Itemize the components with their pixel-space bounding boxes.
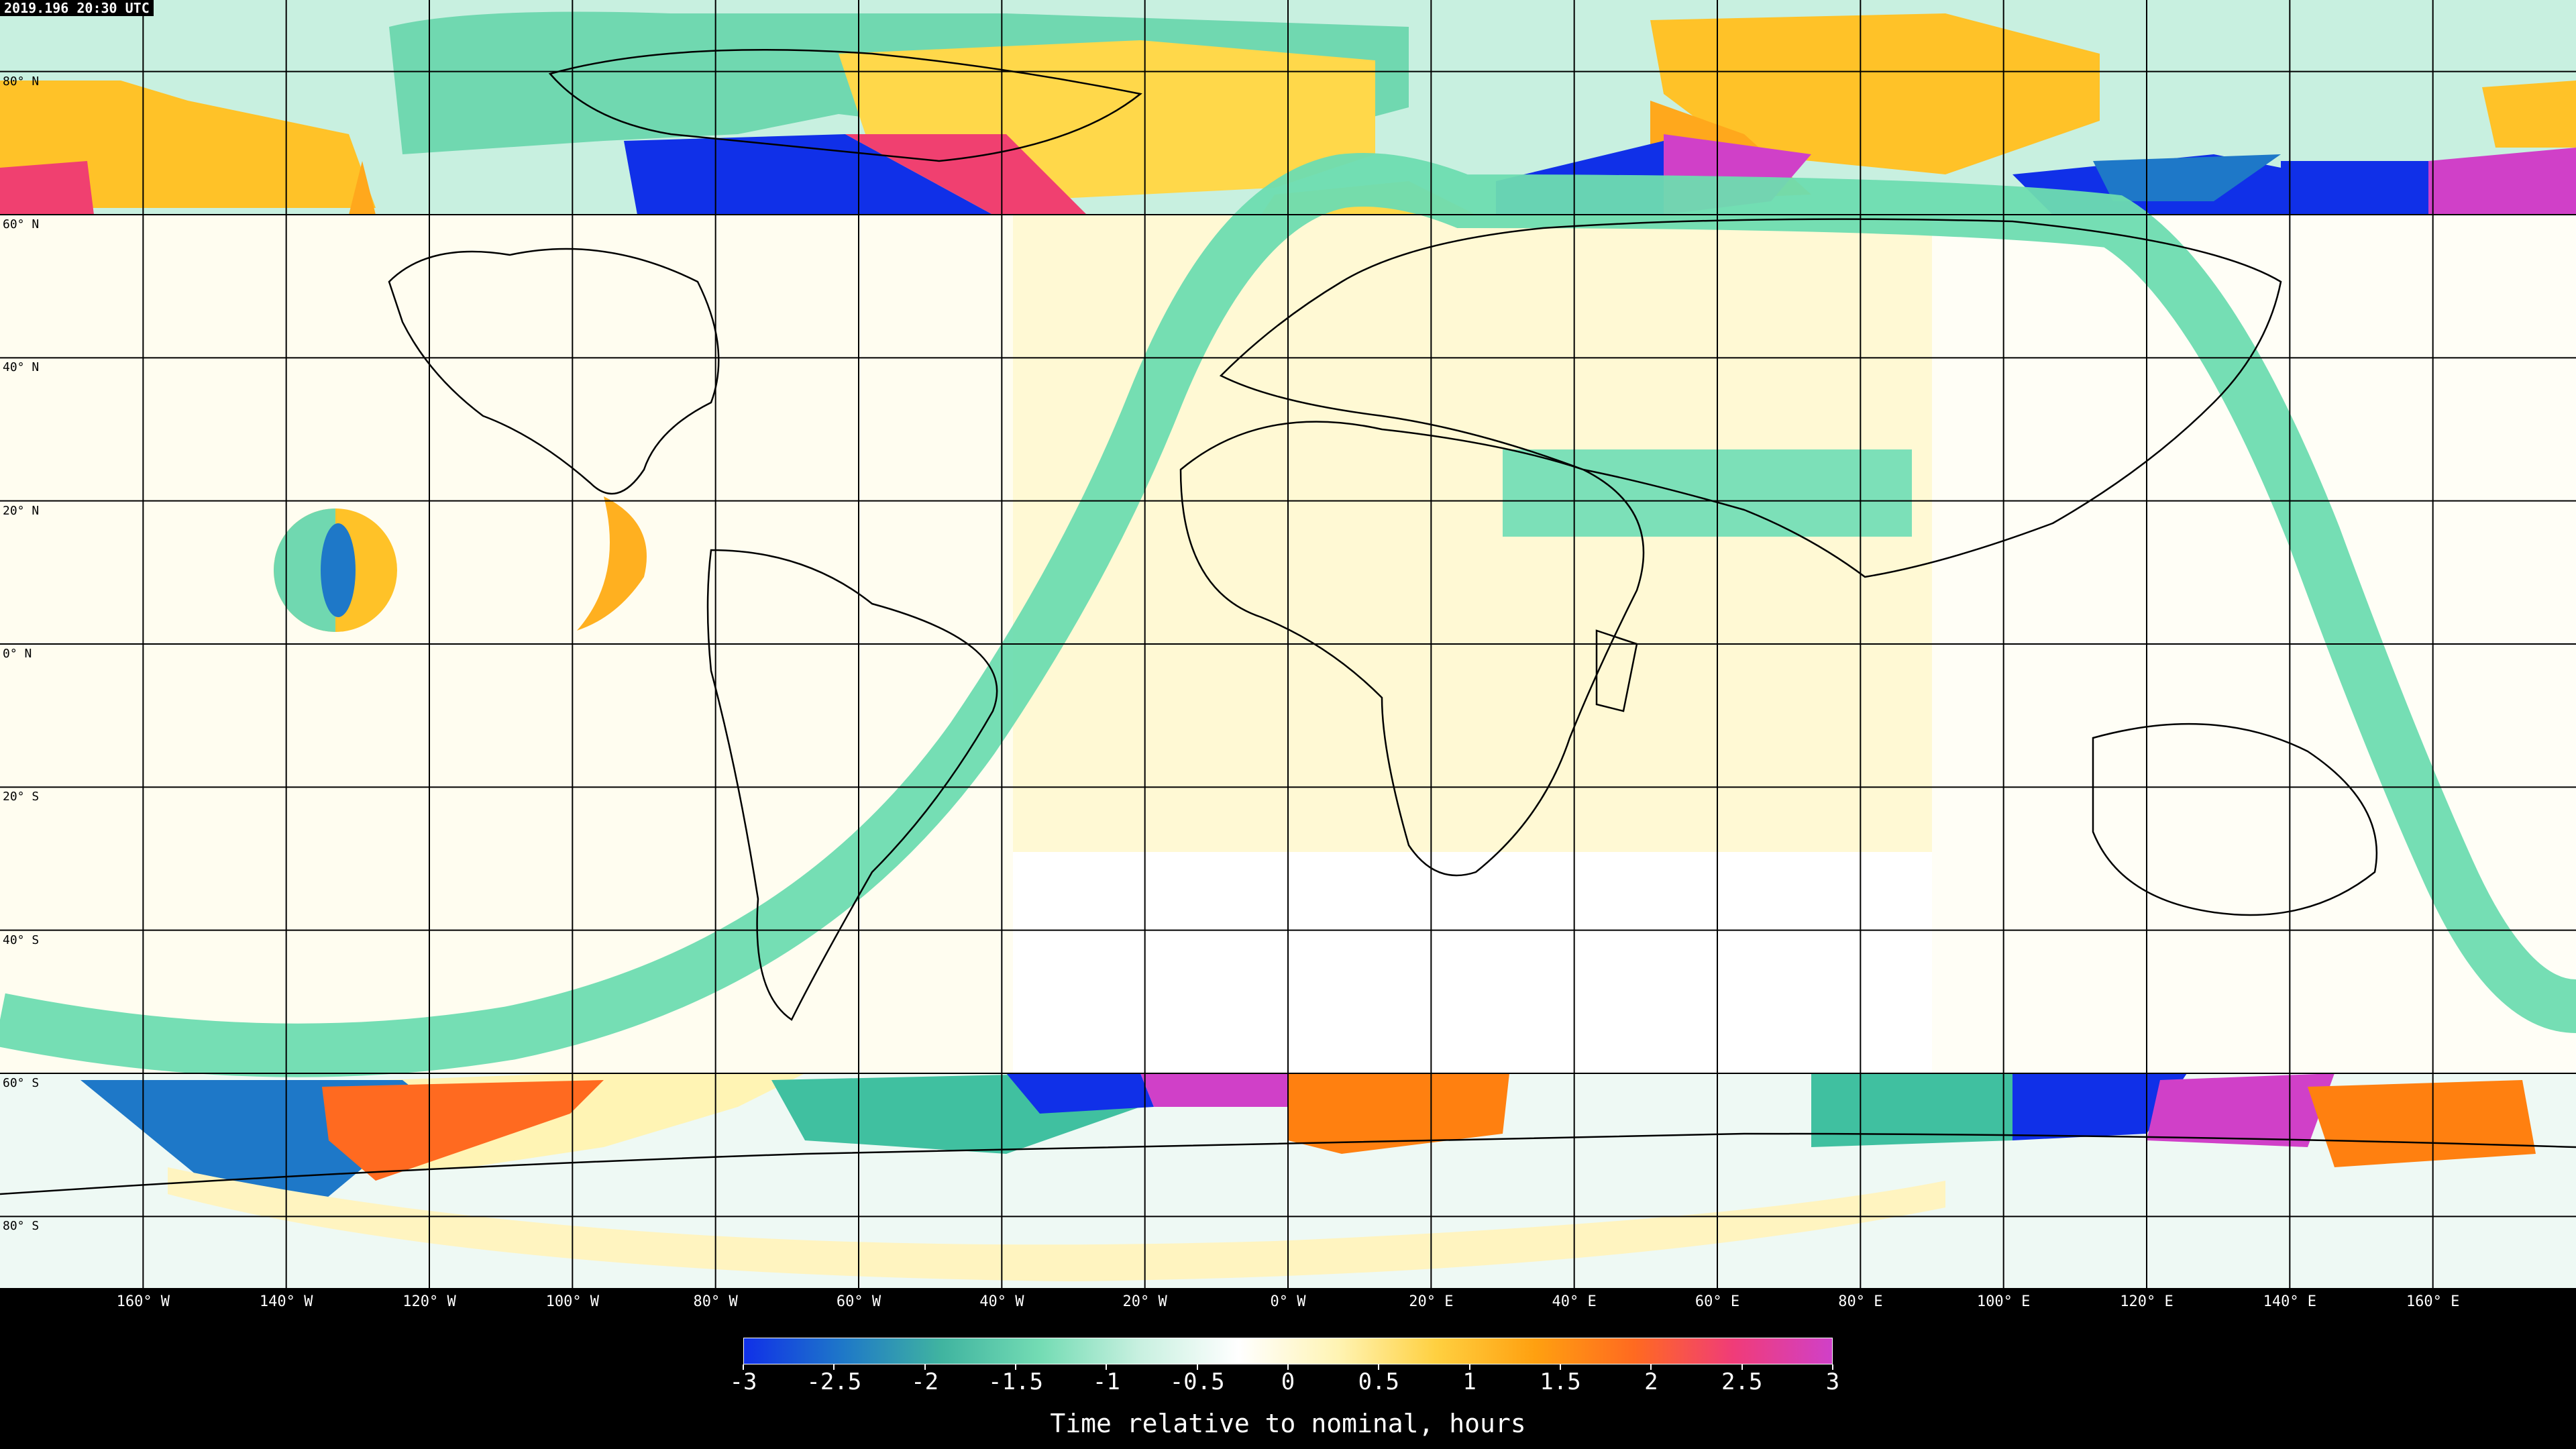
pacific-patch [274,508,397,632]
longitude-label: 0° W [1270,1293,1306,1310]
colorbar-tick-label: -1.5 [988,1368,1043,1395]
colorbar-tick-mark [1015,1364,1016,1370]
longitude-label: 160° E [2406,1293,2460,1310]
colorbar [743,1338,1833,1364]
timestamp-label: 2019.196 20:30 UTC [0,0,154,16]
colorbar-title: Time relative to nominal, hours [1050,1409,1526,1438]
latitude-label: 20° S [3,790,40,804]
colorbar-tick-label: -2 [911,1368,939,1395]
colorbar-tick-mark [924,1364,926,1370]
colorbar-tick-label: 2.5 [1721,1368,1763,1395]
longitude-label: 120° W [402,1293,456,1310]
longitude-label: 120° E [2120,1293,2174,1310]
colorbar-tick-label: 1.5 [1540,1368,1581,1395]
longitude-label: 140° E [2263,1293,2317,1310]
colorbar-tick-mark [1196,1364,1198,1370]
colorbar-tick-label: 2 [1644,1368,1658,1395]
colorbar-tick-mark [1832,1364,1833,1370]
latitude-label: 40° S [3,932,40,947]
longitude-label: 20° E [1409,1293,1454,1310]
longitude-label: 20° W [1122,1293,1167,1310]
colorbar-tick-mark [1287,1364,1289,1370]
world-map [0,0,2576,1288]
central-lower-region [1013,852,1932,1073]
colorbar-tick-label: 0 [1281,1368,1295,1395]
mexico-patch [577,496,647,631]
colorbar-tick-mark [1650,1364,1652,1370]
arabia-band [1503,449,1912,537]
longitude-label: 80° E [1838,1293,1883,1310]
longitude-label: 140° W [259,1293,313,1310]
longitude-label: 60° W [836,1293,881,1310]
ground-track [0,153,2576,1077]
longitude-label: 40° W [979,1293,1024,1310]
coastlines [0,49,2576,1195]
colorbar-tick-mark [1741,1364,1743,1370]
colorbar-tick-label: 0.5 [1358,1368,1400,1395]
colorbar-tick-label: -0.5 [1169,1368,1225,1395]
latitude-label: 40° N [3,360,40,375]
colorbar-tick-label: 3 [1825,1368,1840,1395]
longitude-label: 40° E [1552,1293,1597,1310]
longitude-label: 60° E [1695,1293,1740,1310]
colorbar-tick-label: -3 [729,1368,757,1395]
colorbar-tick-mark [1106,1364,1108,1370]
colorbar-tick-mark [833,1364,835,1370]
graticule [0,0,2576,1288]
latitude-label: 80° S [3,1219,40,1234]
colorbar-tick-label: -1 [1092,1368,1120,1395]
latitude-label: 60° N [3,217,40,231]
colorbar-tick-mark [743,1364,744,1370]
colorbar-tick-label: 1 [1462,1368,1477,1395]
colorbar-tick-mark [1468,1364,1470,1370]
latitude-label: 20° N [3,503,40,518]
latitude-label: 0° N [3,647,32,661]
colorbar-tick-label: -2.5 [806,1368,862,1395]
longitude-label: 100° W [545,1293,600,1310]
colorbar-tick-mark [1560,1364,1561,1370]
latitude-label: 60° S [3,1076,40,1090]
longitude-label: 80° W [693,1293,738,1310]
longitude-label: 160° W [116,1293,170,1310]
longitude-label: 100° E [1976,1293,2031,1310]
latitude-label: 80° N [3,74,40,89]
colorbar-tick-mark [1378,1364,1380,1370]
